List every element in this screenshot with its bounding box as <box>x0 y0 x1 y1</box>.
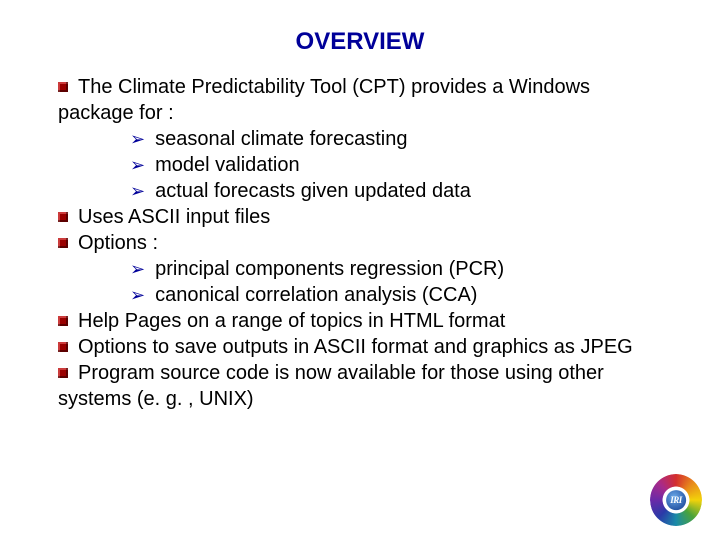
logo-center-label: IRI <box>666 490 686 510</box>
arrow-bullet-icon: ➢ <box>130 284 145 307</box>
square-bullet-icon <box>58 238 68 248</box>
bullet-item: Help Pages on a range of topics in HTML … <box>58 308 670 334</box>
bullet-item: Program source code is now available for… <box>58 360 670 412</box>
arrow-bullet-icon: ➢ <box>130 128 145 151</box>
sub-bullet-item: ➢ actual forecasts given updated data <box>58 178 670 204</box>
iri-logo: IRI <box>650 474 702 526</box>
bullet-text: Uses ASCII input files <box>78 206 270 228</box>
sub-bullet-text: model validation <box>155 154 300 176</box>
bullet-item: Uses ASCII input files <box>58 204 670 230</box>
square-bullet-icon <box>58 212 68 222</box>
square-bullet-icon <box>58 342 68 352</box>
bullet-item: Options : <box>58 230 670 256</box>
arrow-bullet-icon: ➢ <box>130 180 145 203</box>
bullet-text: The Climate Predictability Tool (CPT) pr… <box>58 76 590 124</box>
sub-bullet-item: ➢ principal components regression (PCR) <box>58 256 670 282</box>
sub-bullet-item: ➢ model validation <box>58 152 670 178</box>
bullet-text: Options to save outputs in ASCII format … <box>78 336 633 358</box>
slide-body: The Climate Predictability Tool (CPT) pr… <box>0 74 720 412</box>
square-bullet-icon <box>58 82 68 92</box>
sub-bullet-item: ➢ seasonal climate forecasting <box>58 126 670 152</box>
square-bullet-icon <box>58 316 68 326</box>
bullet-text: Program source code is now available for… <box>58 362 604 410</box>
sub-bullet-text: principal components regression (PCR) <box>155 258 504 280</box>
bullet-item: The Climate Predictability Tool (CPT) pr… <box>58 74 670 126</box>
arrow-bullet-icon: ➢ <box>130 154 145 177</box>
bullet-text: Help Pages on a range of topics in HTML … <box>78 310 505 332</box>
sub-bullet-item: ➢ canonical correlation analysis (CCA) <box>58 282 670 308</box>
square-bullet-icon <box>58 368 68 378</box>
bullet-item: Options to save outputs in ASCII format … <box>58 334 670 360</box>
sub-bullet-text: seasonal climate forecasting <box>155 128 407 150</box>
sub-bullet-text: actual forecasts given updated data <box>155 180 471 202</box>
bullet-text: Options : <box>78 232 158 254</box>
slide-title: OVERVIEW <box>0 0 720 74</box>
arrow-bullet-icon: ➢ <box>130 258 145 281</box>
sub-bullet-text: canonical correlation analysis (CCA) <box>155 284 477 306</box>
